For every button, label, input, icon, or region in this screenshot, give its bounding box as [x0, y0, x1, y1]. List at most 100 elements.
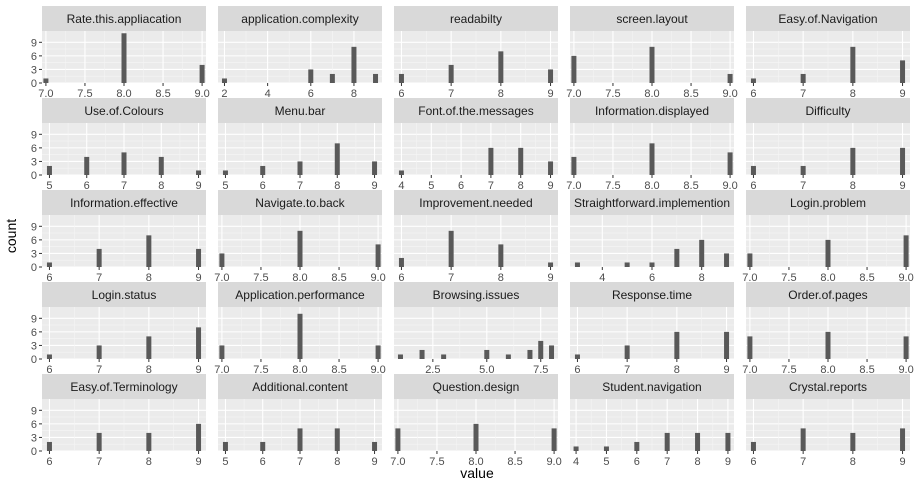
bar	[448, 230, 454, 267]
x-tick-label: 8	[518, 180, 524, 192]
facet-strip	[218, 374, 382, 399]
x-tick-label: 7.0	[742, 272, 757, 284]
x-tick-label: 9	[195, 364, 201, 376]
facet-title: Information.displayed	[595, 104, 709, 118]
y-tick-label: 6	[31, 51, 37, 63]
facet-title: Easy.of.Terminology	[70, 380, 177, 394]
x-tick-label: 8.5	[331, 364, 346, 376]
bar	[96, 345, 102, 359]
x-tick-label: 2.5	[425, 364, 440, 376]
bar	[334, 143, 340, 175]
x-tick-label: 9	[547, 180, 553, 192]
x-tick-label: 7.5	[533, 364, 548, 376]
bar	[46, 165, 52, 175]
x-tick-label: 7.5	[781, 272, 796, 284]
facet-panel: Response.time 6 7 8 9	[570, 282, 734, 376]
facet-panel: Browsing.issues 2.5 5.0 7.5	[394, 282, 558, 376]
x-tick-label: 9	[899, 88, 905, 100]
bar	[43, 78, 49, 83]
y-tick-label: 0	[31, 262, 37, 274]
x-tick-label: 7.0	[214, 364, 229, 376]
bar	[395, 428, 401, 451]
x-axis-title: value	[460, 465, 494, 481]
x-tick-label: 7	[800, 180, 806, 192]
bar	[46, 262, 52, 267]
bar	[825, 331, 831, 359]
facet-strip	[746, 6, 910, 31]
x-tick-label: 6	[750, 180, 756, 192]
x-tick-label: 9.0	[370, 272, 385, 284]
facet-strip	[42, 374, 206, 399]
facet-title: Rate.this.appliacation	[67, 12, 182, 26]
bar	[297, 161, 303, 175]
facet-strip	[218, 190, 382, 215]
bar	[196, 423, 202, 451]
x-tick-label: 8.0	[644, 180, 659, 192]
x-tick-label: 7.5	[781, 364, 796, 376]
facet-panel: Order.of.pages 7.0 7.5 8.0 8.5 9.0	[742, 282, 914, 376]
facet-panel: Improvement.needed 6 7 8 9	[394, 190, 558, 284]
x-tick-label: 4	[599, 272, 605, 284]
facet-strip	[570, 374, 734, 399]
facet-strip	[570, 190, 734, 215]
x-tick-label: 9	[195, 456, 201, 468]
bar	[398, 170, 404, 175]
x-tick-label: 5	[46, 180, 52, 192]
x-tick-label: 7.5	[253, 364, 268, 376]
facet-title: Font.of.the.messages	[418, 104, 533, 118]
bar	[900, 428, 906, 451]
y-tick-label: 0	[31, 354, 37, 366]
panel-background	[218, 31, 382, 83]
bar	[398, 73, 404, 83]
facet-title: Login.status	[92, 288, 157, 302]
x-tick-label: 8	[158, 180, 164, 192]
bar	[297, 428, 303, 451]
x-tick-label: 7	[624, 364, 630, 376]
bar	[196, 170, 202, 175]
x-tick-label: 7.0	[566, 88, 581, 100]
x-tick-label: 8.5	[859, 364, 874, 376]
facet-title: Difficulty	[805, 104, 850, 118]
x-tick-label: 6	[750, 88, 756, 100]
x-tick-label: 8.5	[859, 272, 874, 284]
x-tick-label: 8	[694, 456, 700, 468]
y-tick-label: 9	[31, 37, 37, 49]
facet-strip	[746, 282, 910, 307]
x-tick-label: 6	[260, 180, 266, 192]
x-tick-label: 7.0	[742, 364, 757, 376]
facet-strip	[570, 6, 734, 31]
x-tick-label: 8	[334, 456, 340, 468]
x-tick-label: 6	[458, 180, 464, 192]
bar	[221, 78, 227, 83]
x-tick-label: 7.5	[605, 180, 620, 192]
bar	[260, 441, 266, 451]
x-tick-label: 7.0	[566, 180, 581, 192]
x-tick-label: 7.5	[605, 88, 620, 100]
bar	[260, 165, 266, 175]
bar	[674, 248, 680, 267]
x-tick-label: 7	[448, 88, 454, 100]
x-tick-label: 8.0	[820, 272, 835, 284]
facet-panel: Easy.of.Navigation 6 7 8 9	[746, 6, 910, 100]
y-tick-label: 3	[31, 156, 37, 168]
bar	[900, 147, 906, 175]
facet-title: Improvement.needed	[419, 196, 532, 210]
x-tick-label: 8	[850, 456, 856, 468]
y-tick-label: 3	[31, 432, 37, 444]
y-tick-label: 6	[31, 235, 37, 247]
bar	[527, 349, 533, 359]
bar	[664, 432, 670, 451]
x-tick-label: 8.5	[155, 88, 170, 100]
x-tick-label: 9.0	[194, 88, 209, 100]
bar	[724, 331, 730, 359]
bar	[571, 156, 577, 175]
bar	[538, 340, 544, 359]
x-tick-label: 7	[448, 272, 454, 284]
bar	[373, 73, 379, 83]
bar	[551, 428, 557, 451]
bar	[397, 354, 403, 359]
facet-panel: Information.effective 6 7 8 9 0 36 9	[31, 190, 206, 284]
facet-title: Use.of.Colours	[84, 104, 163, 118]
facet-strip	[218, 6, 382, 31]
y-tick-label: 3	[31, 340, 37, 352]
